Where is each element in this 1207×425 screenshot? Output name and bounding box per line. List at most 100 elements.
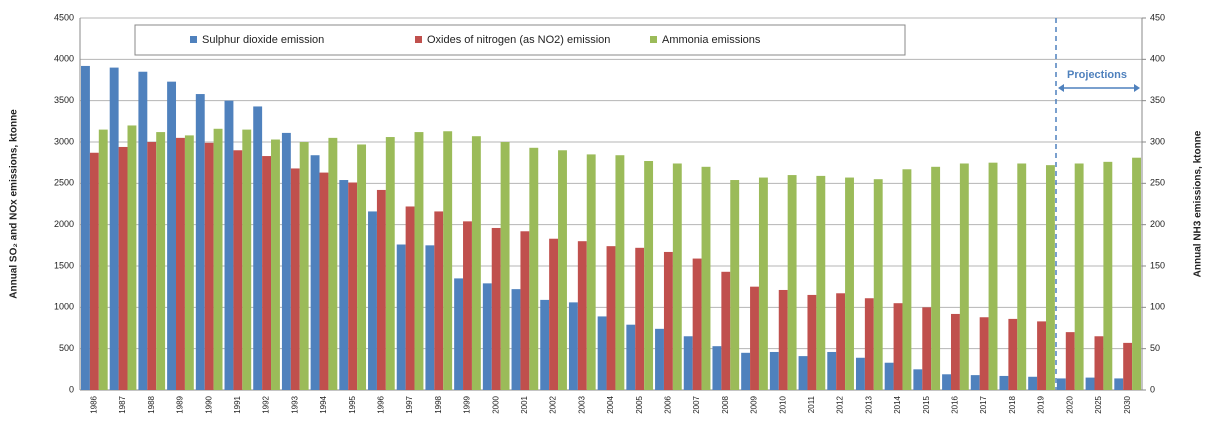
bar bbox=[204, 142, 214, 390]
x-tick-label: 2012 bbox=[836, 395, 845, 413]
x-tick-label: 2005 bbox=[635, 395, 644, 413]
y-tick-label: 1500 bbox=[54, 260, 74, 270]
bar bbox=[1085, 377, 1095, 390]
y-tick-label: 3000 bbox=[54, 136, 74, 146]
x-tick-label: 2016 bbox=[951, 395, 960, 413]
bar bbox=[712, 346, 722, 390]
bar bbox=[999, 375, 1009, 390]
bar bbox=[138, 71, 148, 390]
bar bbox=[184, 135, 194, 390]
bar bbox=[242, 129, 252, 390]
x-tick-label: 1992 bbox=[262, 395, 271, 413]
bar bbox=[81, 65, 90, 391]
bar bbox=[942, 374, 951, 390]
bar bbox=[500, 142, 510, 390]
bar bbox=[922, 307, 932, 390]
legend-box bbox=[134, 24, 906, 56]
x-tick-label: 2030 bbox=[1123, 395, 1132, 413]
bar bbox=[376, 189, 386, 390]
bar bbox=[253, 106, 263, 390]
bar bbox=[357, 144, 367, 390]
bar bbox=[721, 271, 731, 390]
bar bbox=[1123, 342, 1133, 390]
x-tick-label: 2007 bbox=[692, 395, 701, 413]
y-tick-label: 0 bbox=[69, 384, 74, 394]
x-tick-label: 2001 bbox=[520, 395, 529, 413]
bar bbox=[626, 324, 636, 390]
x-tick-label: 2018 bbox=[1008, 395, 1017, 413]
bar bbox=[463, 221, 472, 390]
y2-tick-label: 200 bbox=[1150, 219, 1165, 229]
bar bbox=[529, 147, 539, 390]
y-tick-label: 2000 bbox=[54, 219, 74, 229]
bar bbox=[511, 289, 521, 390]
x-tick-label: 2011 bbox=[807, 395, 816, 413]
bar bbox=[615, 155, 625, 390]
bar bbox=[281, 132, 291, 390]
bar bbox=[1114, 378, 1124, 390]
bar bbox=[730, 180, 740, 390]
bar bbox=[109, 67, 119, 390]
bar bbox=[1103, 161, 1113, 390]
bar bbox=[778, 289, 788, 390]
bar bbox=[1074, 163, 1084, 390]
bar bbox=[1065, 332, 1075, 390]
x-tick-label: 2006 bbox=[664, 395, 673, 413]
bar bbox=[520, 231, 530, 390]
bar bbox=[663, 251, 673, 390]
bar bbox=[979, 317, 989, 390]
y-tick-label: 4000 bbox=[54, 54, 74, 64]
x-tick-label: 2025 bbox=[1094, 395, 1103, 413]
bar bbox=[758, 177, 768, 390]
x-tick-label: 1993 bbox=[290, 395, 299, 413]
x-tick-label: 2019 bbox=[1037, 395, 1046, 413]
bar bbox=[769, 351, 779, 390]
y-tick-label: 500 bbox=[59, 343, 74, 353]
x-tick-label: 1995 bbox=[348, 395, 357, 413]
y2-tick-label: 300 bbox=[1150, 136, 1165, 146]
bar bbox=[798, 356, 808, 390]
y-tick-label: 2500 bbox=[54, 178, 74, 188]
bar bbox=[271, 139, 280, 390]
bar bbox=[491, 227, 501, 390]
x-tick-label: 1997 bbox=[405, 395, 414, 413]
bar bbox=[1037, 321, 1046, 390]
bar bbox=[568, 302, 578, 390]
bar bbox=[1028, 376, 1038, 390]
bar bbox=[1017, 163, 1027, 390]
x-tick-label: 2004 bbox=[606, 395, 615, 413]
legend-swatch bbox=[190, 36, 197, 43]
bar bbox=[807, 294, 817, 390]
bar bbox=[873, 179, 883, 390]
bar bbox=[845, 177, 854, 390]
x-tick-label: 1999 bbox=[463, 395, 472, 413]
x-tick-label: 1994 bbox=[319, 395, 328, 413]
bar bbox=[1045, 165, 1055, 390]
x-tick-label: 2017 bbox=[979, 395, 988, 413]
x-tick-label: 2008 bbox=[721, 395, 730, 413]
bar bbox=[1132, 157, 1141, 390]
y2-axis-title: Annual NH3 emissions, ktonne bbox=[1193, 130, 1204, 277]
bar bbox=[827, 351, 837, 390]
bar bbox=[913, 369, 923, 390]
y-tick-label: 3500 bbox=[54, 95, 74, 105]
x-tick-label: 2002 bbox=[549, 395, 558, 413]
bar bbox=[635, 247, 645, 390]
bar bbox=[655, 328, 664, 390]
bar bbox=[310, 155, 320, 390]
y2-tick-label: 150 bbox=[1150, 260, 1165, 270]
bar bbox=[213, 128, 223, 391]
x-tick-label: 1996 bbox=[376, 395, 385, 413]
bar bbox=[855, 357, 865, 390]
x-tick-label: 2003 bbox=[577, 395, 586, 413]
bar bbox=[1008, 318, 1018, 390]
y-axis-title: Annual SO₂ and NOx emissions, ktonne bbox=[9, 109, 20, 299]
x-tick-label: 2009 bbox=[750, 395, 759, 413]
bar bbox=[750, 286, 759, 390]
bar bbox=[195, 94, 205, 390]
bar bbox=[893, 303, 903, 390]
bar bbox=[950, 313, 960, 390]
bar bbox=[167, 81, 177, 391]
y2-tick-label: 450 bbox=[1150, 12, 1165, 22]
